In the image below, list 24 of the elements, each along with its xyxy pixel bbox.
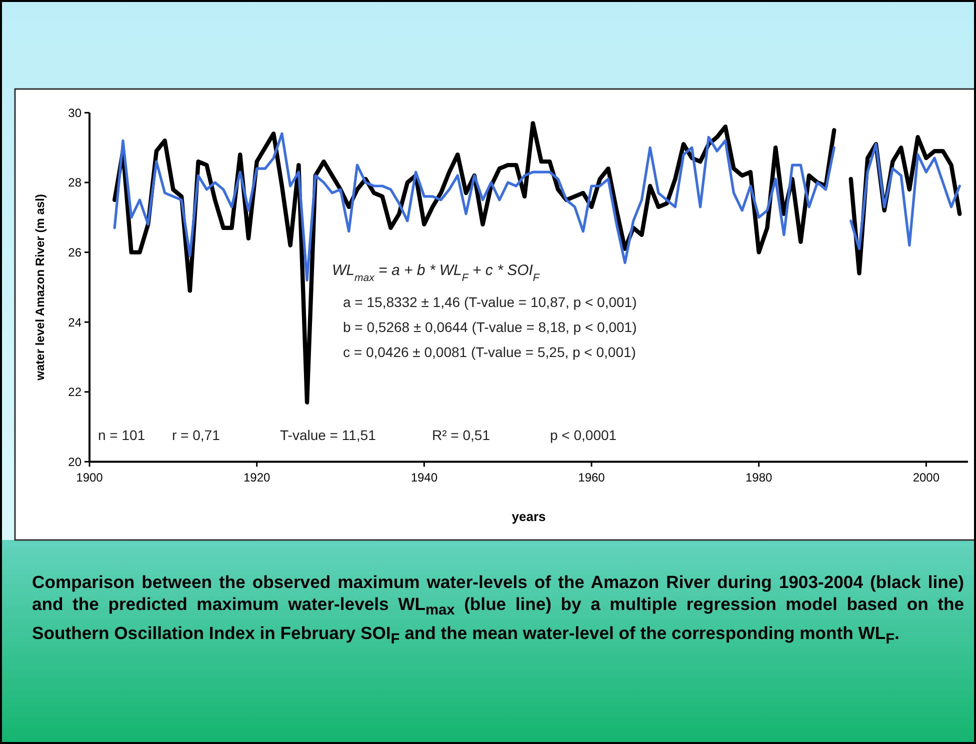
y-tick-label: 28 <box>68 176 82 190</box>
y-tick-label: 20 <box>68 454 82 469</box>
annotation: a = 15,8332 ± 1,46 (T-value = 10,87, p < 0,001) <box>343 294 637 310</box>
x-tick-label: 2000 <box>912 470 940 485</box>
annotation: r = 0,71 <box>172 427 220 443</box>
annotation: WL$_{max}$ = a + b * WL$_{F}$ + c * SOI$_{F}$ <box>332 262 540 284</box>
y-tick-label: 26 <box>68 246 82 260</box>
annotation: c = 0,0426 ± 0,0081 (T-value = 5,25, p < 0,001) <box>343 344 636 360</box>
y-tick-label: 22 <box>68 385 82 400</box>
x-tick-label: 1920 <box>243 470 271 485</box>
y-tick-label: 24 <box>68 315 82 330</box>
y-axis-title: water level Amazon River (m asl) <box>33 194 47 382</box>
annotation: T-value = 11,51 <box>280 427 376 443</box>
y-tick-label: 30 <box>68 106 82 120</box>
x-axis-title: years <box>512 509 546 524</box>
x-tick-label: 1900 <box>76 470 104 485</box>
annotation: R² = 0,51 <box>432 427 490 443</box>
text: Comparison between the observed maximum water-levels of the Amazon River during 1903-2004 (black line) and the predicted maximum water-levels WL$_{max}$ (blue line) by a multiple regression model based on the Southern Oscillation Index in February SOI$_{F}$ and the mean water-level of the corresponding month WL$_{F}$. <box>32 572 964 648</box>
x-tick-label: 1940 <box>410 470 438 485</box>
annotation: b = 0,5268 ± 0,0644 (T-value = 8,18, p < 0,001) <box>343 319 637 335</box>
x-tick-label: 1980 <box>745 470 773 485</box>
annotation: n = 101 <box>98 427 146 443</box>
annotation: p < 0,0001 <box>550 427 617 443</box>
x-tick-label: 1960 <box>578 470 606 485</box>
